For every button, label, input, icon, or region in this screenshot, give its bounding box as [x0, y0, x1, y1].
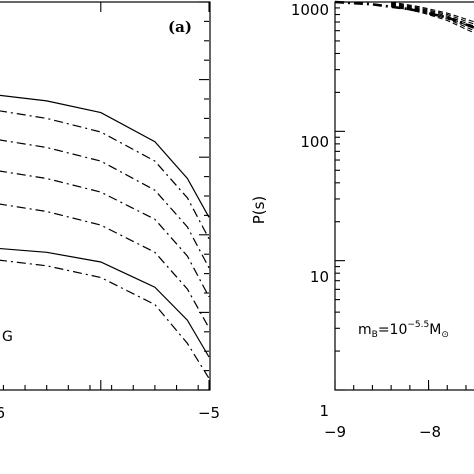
panel-b-frame: [334, 1, 474, 391]
annotation-m-sub: B: [372, 330, 378, 340]
panel-a-series-line: [0, 94, 210, 218]
annotation-exp: −5.5: [407, 320, 429, 330]
panel-a-ticks: [2, 1, 210, 391]
panel-b-ylabel: P(s): [250, 196, 268, 225]
panel-b-annotation: mB=10−5.5M⊙: [358, 320, 449, 340]
panel-a-series-line: [0, 139, 210, 269]
panel-a-label: (a): [168, 18, 192, 36]
panel-b-series-line: [391, 1, 474, 23]
panel-a-xtick-label: −5: [198, 404, 220, 422]
panel-b-ytick-label: 100: [300, 133, 329, 151]
panel-b-series-line: [390, 4, 474, 32]
panel-a-xtick-label: −6: [0, 404, 5, 422]
panel-a-series-line: [0, 110, 210, 239]
panel-a: (a) G −6 −5: [0, 1, 220, 422]
panel-b-ytick-label: 1000: [291, 1, 329, 19]
annotation-unit: M: [429, 322, 441, 338]
annotation-m: m: [358, 322, 372, 338]
panel-b-series-line: [390, 4, 474, 29]
panel-b-xtick-label: −8: [419, 423, 441, 441]
annotation-unit-sub: ⊙: [441, 330, 449, 340]
panel-a-frame: [0, 1, 211, 391]
panel-a-annotation: G: [2, 329, 13, 345]
panel-b-series-line: [334, 0, 474, 29]
panel-a-series-line: [0, 259, 210, 379]
panel-b-ytick-label: 10: [310, 268, 329, 286]
panel-b-series-line: [390, 3, 474, 27]
panel-a-series-line: [0, 203, 210, 329]
panel-a-series-line: [0, 247, 210, 358]
panel-b-series-line: [391, 2, 474, 25]
panel-b-series-line: [390, 5, 474, 34]
panel-b-xtick-label: −9: [324, 423, 346, 441]
panel-a-series-line: [0, 170, 210, 298]
panel-b-ticks: [334, 1, 467, 391]
panel-b: 1000 100 10 1 −9 −8 P(s) mB=10−5.5M⊙: [250, 0, 474, 441]
panel-a-series: [0, 94, 210, 379]
panel-b-series: [334, 0, 474, 34]
panel-b-ytick-label: 1: [319, 402, 329, 420]
annotation-eq: =10: [378, 322, 408, 338]
